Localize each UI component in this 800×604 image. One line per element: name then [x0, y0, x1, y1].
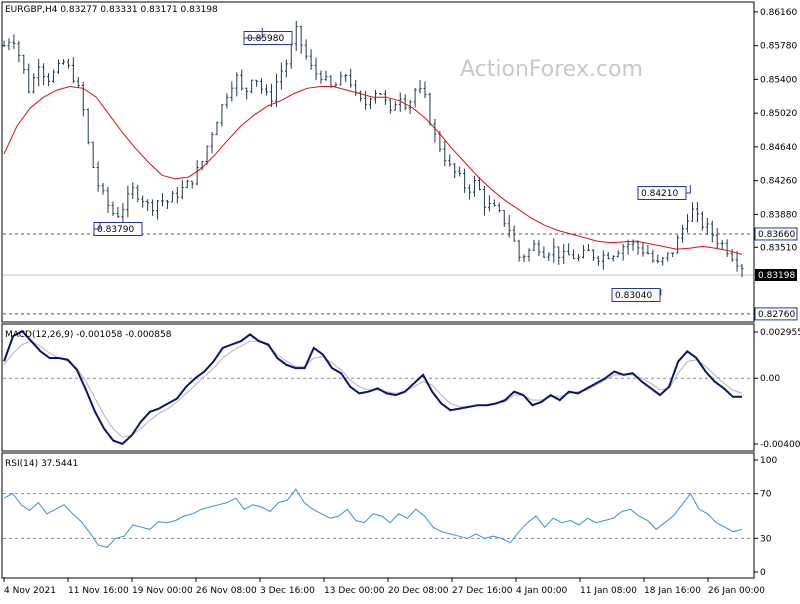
- macd-y-tick-label: 0.002955: [760, 328, 800, 338]
- annotation-leader: [686, 185, 691, 194]
- level-label: 0.83660: [758, 230, 795, 240]
- x-tick-label: 11 Jan 08:00: [580, 586, 637, 596]
- x-tick-label: 4 Nov 2021: [4, 586, 56, 596]
- x-tick-label: 3 Dec 16:00: [260, 586, 315, 596]
- rsi-title: RSI(14) 37.5441: [5, 459, 78, 469]
- rsi-y-tick-label: 70: [760, 490, 772, 500]
- price-y-tick-label: 0.84260: [760, 177, 797, 187]
- level-label-box: [754, 307, 798, 321]
- watermark: ActionForex.com: [460, 57, 643, 82]
- price-y-tick-label: 0.85400: [760, 75, 797, 85]
- price-y-tick-label: 0.83510: [760, 243, 797, 253]
- macd-layer: [3, 329, 753, 446]
- annotation-label: 0.83790: [97, 225, 134, 235]
- x-tick-label: 27 Dec 16:00: [452, 586, 513, 596]
- x-tick-label: 13 Dec 00:00: [324, 586, 385, 596]
- price-y-tick-label: 0.85780: [760, 42, 797, 52]
- moving-average-line: [3, 85, 743, 255]
- x-tick-label: 26 Nov 08:00: [196, 586, 257, 596]
- rsi-y-tick-label: 30: [760, 534, 772, 544]
- x-tick-label: 26 Jan 00:00: [708, 586, 765, 596]
- rsi-layer: [3, 488, 753, 548]
- macd-y-tick-label: -0.004009: [760, 440, 800, 450]
- current-price-label: 0.83198: [758, 271, 795, 281]
- x-tick-label: 4 Jan 00:00: [516, 586, 568, 596]
- axis-layer: 0.86160 0.85780 0.85400 0.85020 0.84640 0.842…: [3, 8, 800, 596]
- annotation-leader: [94, 222, 101, 230]
- current-price-box: [755, 268, 797, 281]
- price-title: EURGBP,H4 0.83277 0.83331 0.83171 0.8319…: [5, 5, 218, 15]
- x-tick-label: 18 Jan 16:00: [644, 586, 701, 596]
- rsi-y-tick-label: 100: [760, 456, 777, 466]
- annotation-leader: [660, 289, 662, 296]
- x-tick-label: 20 Dec 08:00: [388, 586, 449, 596]
- macd-title: MACD(12,26,9) -0.001058 -0.000858: [5, 330, 172, 340]
- price-layer: 0.85980 0.83790 0.84210 0.83040: [2, 20, 753, 315]
- x-tick-label: 11 Nov 16:00: [68, 586, 129, 596]
- annotation-label: 0.84210: [641, 189, 678, 199]
- macd-main-line: [3, 329, 742, 446]
- annotation-label: 0.85980: [247, 34, 284, 44]
- rsi-line: [3, 488, 743, 548]
- level-label: 0.82760: [758, 310, 795, 320]
- price-y-tick-label: 0.84640: [760, 143, 797, 153]
- price-y-tick-label: 0.83880: [760, 210, 797, 220]
- price-panel-frame: [1, 1, 755, 323]
- annotation-label: 0.83040: [615, 291, 652, 301]
- rsi-y-tick-label: 0: [760, 568, 766, 578]
- macd-y-tick-label: 0.00: [760, 374, 780, 384]
- macd-panel-frame: [1, 323, 755, 452]
- price-y-tick-label: 0.86160: [760, 8, 797, 18]
- price-y-tick-label: 0.85020: [760, 109, 797, 119]
- rsi-panel-frame: [1, 452, 755, 579]
- x-tick-label: 19 Nov 00:00: [132, 586, 193, 596]
- level-label-box: [754, 227, 798, 241]
- annotation-leader: [244, 27, 263, 39]
